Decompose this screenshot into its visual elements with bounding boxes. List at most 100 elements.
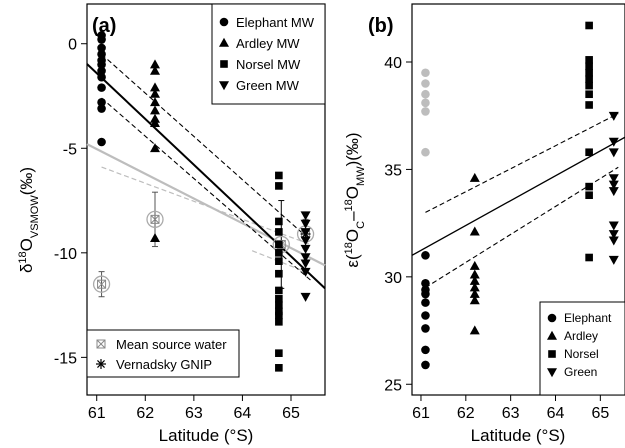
legend-entry-mean-source-water: Mean source water bbox=[116, 337, 227, 352]
data-point-green bbox=[300, 259, 311, 269]
data-point-ardley bbox=[150, 59, 160, 69]
x-tick-label: 64 bbox=[547, 405, 565, 422]
y-tick-label: 25 bbox=[384, 377, 402, 394]
data-point-ardley bbox=[469, 260, 480, 270]
x-tick-label: 63 bbox=[185, 405, 203, 422]
data-point-norsel bbox=[275, 171, 283, 180]
y-tick-label: 0 bbox=[68, 37, 77, 54]
data-point-norsel bbox=[585, 90, 593, 99]
panel-b-plot-frame bbox=[411, 3, 625, 396]
data-point-green bbox=[300, 267, 311, 277]
legend-entry-norsel-mw: Norsel MW bbox=[236, 57, 301, 72]
data-point-norsel bbox=[275, 311, 283, 320]
data-point-norsel bbox=[275, 217, 283, 226]
data-point-norsel bbox=[275, 295, 283, 303]
panel-b-fit-lines bbox=[411, 113, 625, 289]
x-tick-label: 61 bbox=[88, 405, 106, 422]
y-tick-label: 40 bbox=[384, 55, 402, 72]
data-point-green bbox=[608, 187, 619, 197]
data-point-elephant-gray- bbox=[421, 68, 430, 78]
x-tick-label: 65 bbox=[282, 405, 300, 422]
panel-b-y-axis-label: ε(18OC–18OMW)(‰) bbox=[343, 132, 367, 267]
data-point-ardley bbox=[150, 105, 160, 115]
panel-a-tag: (a) bbox=[92, 15, 116, 37]
data-point-norsel bbox=[275, 257, 283, 265]
data-point-ardley bbox=[150, 143, 160, 153]
source-water-mean bbox=[92, 271, 111, 298]
data-point-ardley bbox=[469, 282, 480, 292]
data-point-elephant bbox=[97, 83, 106, 92]
data-point-norsel bbox=[585, 81, 593, 90]
x-tick-label: 61 bbox=[412, 405, 430, 422]
data-point-green bbox=[608, 221, 619, 231]
data-point-elephant bbox=[97, 66, 106, 76]
panel-a-legend-bottom-frame bbox=[86, 329, 240, 378]
data-point-elephant bbox=[97, 104, 106, 113]
data-point-ardley bbox=[469, 226, 480, 236]
legend-marker-circle bbox=[219, 17, 229, 27]
x-tick-label: 64 bbox=[234, 405, 252, 422]
panel-a-legend-top: Elephant MW Ardley MW Norsel MW Green MW bbox=[211, 3, 326, 105]
data-point-elephant bbox=[421, 311, 430, 320]
data-point-elephant bbox=[421, 324, 430, 333]
regression-line bbox=[411, 136, 625, 256]
y-tick-label: 35 bbox=[384, 162, 402, 179]
confidence-band-black bbox=[101, 53, 311, 241]
panel-a: (a) 61 62 63 64 65 0 -5 -10 -15 δ18OVSMOW(‰) La… bbox=[17, 3, 326, 445]
legend-marker-triangle-up bbox=[219, 37, 229, 47]
legend-marker-triangle-up bbox=[547, 330, 557, 340]
data-point-norsel bbox=[585, 191, 593, 200]
data-point-green bbox=[608, 148, 619, 158]
legend-marker-square bbox=[548, 350, 556, 358]
data-point-norsel bbox=[585, 101, 593, 109]
data-point-norsel bbox=[275, 318, 283, 326]
data-point-green bbox=[608, 255, 619, 265]
data-point-elephant bbox=[421, 251, 430, 260]
data-point-elephant bbox=[421, 278, 430, 288]
panel-a-ylabel-base: δ bbox=[17, 264, 36, 273]
data-point-elephant bbox=[97, 49, 106, 59]
confidence-band-gray bbox=[251, 250, 311, 275]
legend-marker-triangle-down bbox=[547, 368, 557, 378]
legend-marker-circle bbox=[547, 313, 557, 323]
confidence-band-black bbox=[101, 97, 311, 281]
data-point-elephant bbox=[97, 43, 106, 53]
panel-b-ylabel-sub2: MW bbox=[355, 166, 367, 186]
data-point-green bbox=[608, 137, 619, 147]
legend-marker-triangle-down bbox=[219, 81, 229, 91]
data-point-norsel bbox=[585, 62, 593, 71]
panel-a-legend-top-frame bbox=[211, 3, 326, 105]
x-tick-label: 63 bbox=[502, 405, 520, 422]
legend-marker-square bbox=[220, 60, 228, 68]
confidence-band bbox=[425, 113, 619, 213]
data-point-elephant bbox=[421, 289, 430, 299]
data-point-norsel bbox=[585, 148, 593, 157]
data-point-norsel bbox=[585, 182, 593, 191]
data-point-green bbox=[300, 253, 311, 263]
data-point-green bbox=[608, 111, 619, 121]
panel-b-y-ticks: 25 30 35 40 bbox=[384, 55, 412, 394]
panel-b-ylabel-dash: – bbox=[343, 211, 362, 221]
data-point-norsel bbox=[275, 349, 283, 357]
data-point-ardley bbox=[469, 295, 480, 305]
legend-entry-green: Green bbox=[564, 365, 597, 379]
data-point-elephant bbox=[97, 97, 106, 107]
data-point-ardley bbox=[150, 117, 160, 127]
data-point-ardley bbox=[150, 88, 160, 98]
data-point-elephant-gray- bbox=[421, 79, 430, 88]
data-point-norsel bbox=[585, 21, 593, 30]
x-tick-label: 62 bbox=[457, 405, 475, 422]
data-point-norsel bbox=[275, 240, 283, 249]
data-point-green bbox=[300, 292, 311, 302]
panel-a-legend-bottom: Mean source water Vernadsky GNIP bbox=[86, 329, 240, 378]
panel-b-ylabel-close: ) bbox=[343, 161, 362, 167]
data-point-green bbox=[300, 244, 311, 254]
data-point-ardley bbox=[150, 65, 160, 75]
data-point-green bbox=[608, 236, 619, 246]
legend-entry-green-mw: Green MW bbox=[236, 78, 300, 93]
panel-a-points bbox=[92, 31, 315, 372]
y-tick-label: -15 bbox=[54, 350, 77, 367]
data-point-norsel bbox=[275, 286, 283, 295]
data-point-elephant bbox=[421, 298, 430, 307]
